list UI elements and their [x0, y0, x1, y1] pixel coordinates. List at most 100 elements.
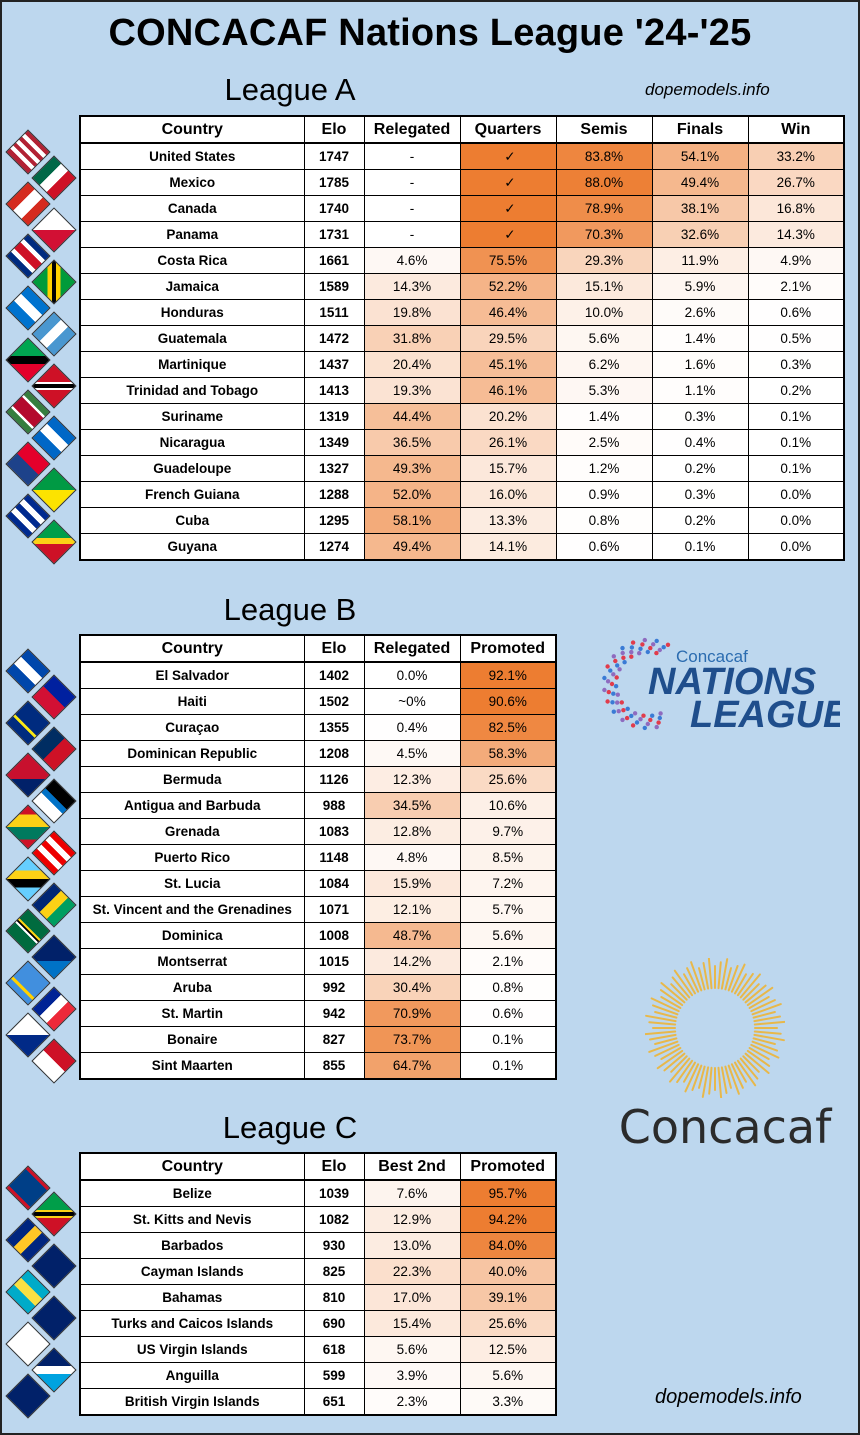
table-row: Cuba 1295 58.1% 13.3% 0.8% 0.2% 0.0% — [79, 507, 845, 534]
sun-ray — [717, 1066, 723, 1098]
logo-dot — [642, 725, 647, 731]
value-cell: 38.1% — [651, 195, 749, 222]
elo-cell: 942 — [303, 1000, 365, 1027]
sun-ray — [652, 1004, 679, 1016]
value-cell: 12.9% — [363, 1206, 461, 1233]
value-cell: 13.3% — [459, 507, 557, 534]
logo-dot — [620, 645, 625, 651]
league-c-title: League C — [222, 1110, 358, 1145]
value-cell: ✓ — [459, 221, 557, 248]
value-cell: 25.6% — [459, 1310, 557, 1337]
league-b-flags — [4, 648, 80, 1085]
value-cell: 90.6% — [459, 688, 557, 715]
league-a-table: Country Elo Relegated Quarters Semis Finals Wi… — [79, 115, 845, 561]
value-cell: 0.0% — [747, 481, 845, 508]
logo-dot — [619, 700, 624, 705]
value-cell: 25.6% — [459, 766, 557, 793]
table-row: Turks and Caicos Islands 690 15.4% 25.6% — [79, 1310, 557, 1337]
table-row: US Virgin Islands 618 5.6% 12.5% — [79, 1336, 557, 1363]
logo-dot — [665, 642, 671, 647]
sun-ray — [683, 973, 696, 995]
value-cell: 0.1% — [459, 1052, 557, 1080]
logo-dot — [611, 691, 616, 696]
sun-ray — [742, 1055, 760, 1073]
sun-ray — [752, 1037, 776, 1045]
value-cell: 20.2% — [459, 403, 557, 430]
sun-ray — [752, 1011, 776, 1019]
league-a-header-row: Country Elo Relegated Quarters Semis Finals Wi… — [79, 115, 845, 144]
site-watermark-bottom: dopemodels.info — [655, 1386, 802, 1408]
sun-ray — [736, 972, 754, 997]
elo-cell: 1148 — [303, 844, 365, 871]
sun-ray — [684, 1063, 700, 1093]
logo-dot — [606, 689, 611, 695]
value-cell: 1.2% — [555, 455, 653, 482]
sun-ray — [654, 1037, 678, 1045]
value-cell: 16.8% — [747, 195, 845, 222]
value-cell: 5.6% — [363, 1336, 461, 1363]
value-cell: 73.7% — [363, 1026, 461, 1053]
sun-ray — [750, 1043, 780, 1059]
logo-dot — [645, 721, 650, 727]
value-cell: ✓ — [459, 169, 557, 196]
value-cell: 4.9% — [747, 247, 845, 274]
value-cell: 1.6% — [651, 351, 749, 378]
elo-cell: 1319 — [303, 403, 365, 430]
sun-ray — [698, 967, 706, 991]
logo-dot — [656, 720, 661, 725]
value-cell: 26.7% — [747, 169, 845, 196]
logo-dot — [630, 640, 636, 645]
value-cell: 12.5% — [459, 1336, 557, 1363]
country-cell: Aruba — [79, 974, 305, 1001]
table-row: Haiti 1502 ~0% 90.6% — [79, 688, 557, 715]
logo-dot — [611, 709, 616, 714]
value-cell: 14.3% — [747, 221, 845, 248]
column-header: Elo — [303, 634, 365, 663]
logo-dot — [616, 709, 621, 714]
logo-dot — [648, 717, 653, 723]
value-cell: ✓ — [459, 195, 557, 222]
country-cell: Turks and Caicos Islands — [79, 1310, 305, 1337]
sun-ray — [650, 997, 680, 1013]
sun-ray — [744, 984, 767, 1004]
column-header: Promoted — [459, 1152, 557, 1181]
table-row: Costa Rica 1661 4.6% 75.5% 29.3% 11.9% 4.9% — [79, 247, 845, 274]
value-cell: 83.8% — [555, 142, 653, 170]
value-cell: 0.1% — [651, 533, 749, 561]
logo-dot — [622, 660, 627, 665]
sun-ray — [742, 983, 760, 1001]
league-b-table: Country Elo Relegated Promoted El Salvador 1… — [79, 634, 557, 1080]
value-cell: 0.0% — [363, 661, 461, 689]
elo-cell: 1731 — [303, 221, 365, 248]
value-cell: ✓ — [459, 142, 557, 170]
column-header: Finals — [651, 115, 749, 144]
value-cell: 10.0% — [555, 299, 653, 326]
country-cell: Curaçao — [79, 714, 305, 741]
elo-cell: 1511 — [303, 299, 365, 326]
table-row: Antigua and Barbuda 988 34.5% 10.6% — [79, 792, 557, 819]
value-cell: 31.8% — [363, 325, 461, 352]
table-row: Dominican Republic 1208 4.5% 58.3% — [79, 740, 557, 767]
logo-dot — [654, 724, 659, 730]
elo-cell: 1039 — [303, 1179, 365, 1207]
value-cell: 15.4% — [363, 1310, 461, 1337]
sun-ray — [734, 973, 747, 995]
value-cell: 0.8% — [555, 507, 653, 534]
sun-ray — [753, 1015, 781, 1023]
value-cell: 12.8% — [363, 818, 461, 845]
elo-cell: 1661 — [303, 247, 365, 274]
logo-dot — [634, 720, 640, 725]
logo-dot — [654, 650, 659, 656]
value-cell: 20.4% — [363, 351, 461, 378]
logo-dot — [609, 681, 615, 687]
column-header: Country — [79, 115, 305, 144]
table-row: Bonaire 827 73.7% 0.1% — [79, 1026, 557, 1053]
sun-ray — [748, 996, 770, 1009]
country-cell: Trinidad and Tobago — [79, 377, 305, 404]
elo-cell: 1437 — [303, 351, 365, 378]
country-cell: Suriname — [79, 403, 305, 430]
concacaf-sun-logo — [645, 958, 785, 1098]
value-cell: 0.9% — [555, 481, 653, 508]
value-cell: 7.6% — [363, 1179, 461, 1207]
